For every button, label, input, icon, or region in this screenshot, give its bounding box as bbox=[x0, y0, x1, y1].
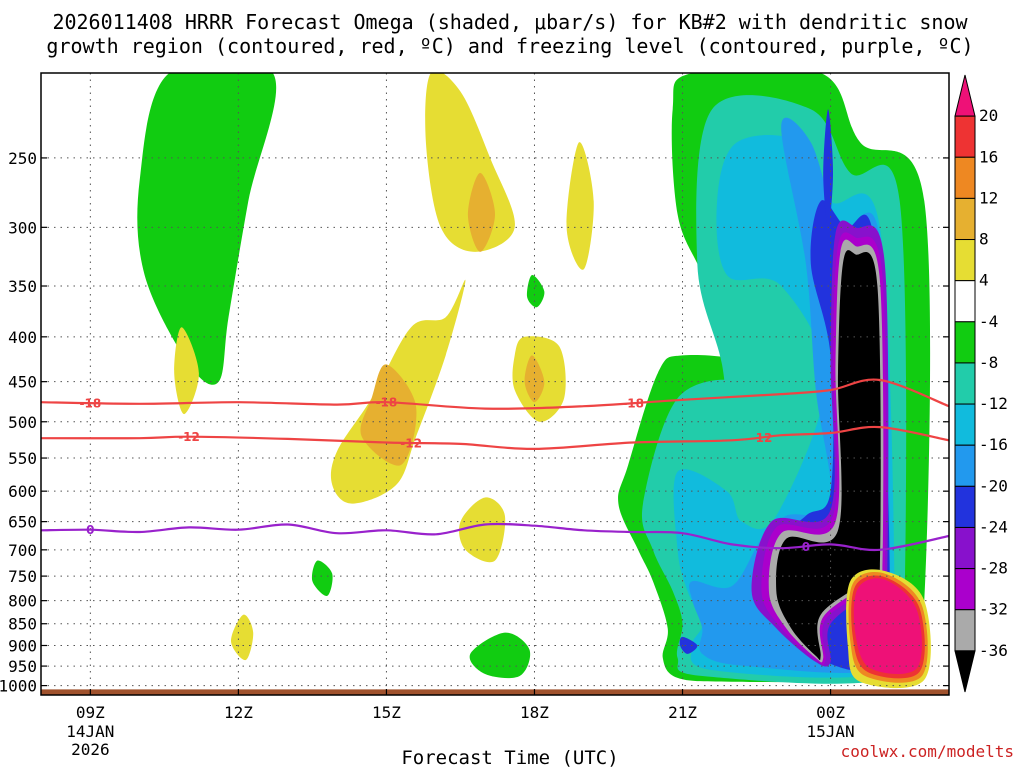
y-tick-label: 650 bbox=[8, 513, 37, 532]
contour-label: -18 bbox=[376, 396, 398, 410]
colorbar: 20 16 12 8 4 -4 -8 -12 -16 -20 -24 -28 -32 -36 bbox=[954, 74, 1008, 693]
colorbar-bin bbox=[954, 362, 976, 405]
y-axis: 250 300 350 400 450 500 550 600 650 700 750 800 850 9… bbox=[0, 149, 949, 696]
colorbar-bin bbox=[954, 280, 976, 323]
y-tick-label: 900 bbox=[8, 636, 37, 655]
y-tick-label: 450 bbox=[8, 373, 37, 392]
colorbar-label: -36 bbox=[979, 641, 1008, 660]
x-tick-year: 2026 bbox=[71, 740, 110, 759]
x-tick-date: 15JAN bbox=[806, 722, 854, 741]
colorbar-bin bbox=[954, 74, 976, 117]
contour-label: -12 bbox=[751, 431, 773, 445]
y-tick-label: 600 bbox=[8, 482, 37, 501]
y-tick-label: 250 bbox=[8, 149, 37, 168]
x-tick-label: 09Z bbox=[76, 703, 105, 722]
colorbar-label: -12 bbox=[979, 394, 1008, 413]
colorbar-bin bbox=[954, 485, 976, 528]
contour-line-2 bbox=[41, 425, 949, 451]
omega-region-black-right bbox=[776, 250, 881, 661]
contour-label: -12 bbox=[400, 436, 422, 450]
colorbar-label: -24 bbox=[979, 517, 1008, 536]
colorbar-bin bbox=[954, 650, 976, 693]
colorbar-label: -28 bbox=[979, 559, 1008, 578]
colorbar-label: 16 bbox=[979, 147, 998, 166]
omega-region-darkblue-small-lower bbox=[679, 636, 698, 654]
omega-region-green-small-lower bbox=[311, 560, 333, 596]
x-axis-title: Forecast Time (UTC) bbox=[401, 747, 618, 768]
credit-link[interactable]: coolwx.com/modelts bbox=[841, 742, 1014, 761]
x-tick-label: 18Z bbox=[520, 703, 549, 722]
terrain-band bbox=[41, 689, 949, 695]
colorbar-label: -4 bbox=[979, 312, 998, 331]
colorbar-bin bbox=[954, 609, 976, 652]
omega-region-yellow-left-small bbox=[174, 327, 199, 415]
y-tick-label: 300 bbox=[8, 218, 37, 237]
omega-region-yellow-lower-center bbox=[459, 497, 506, 563]
colorbar-label: -16 bbox=[979, 435, 1008, 454]
x-tick-label: 21Z bbox=[668, 703, 697, 722]
colorbar-bin bbox=[954, 321, 976, 364]
colorbar-bin bbox=[954, 444, 976, 487]
y-tick-label: 750 bbox=[8, 567, 37, 586]
chart-title-line2: growth region (contoured, red, ºC) and f… bbox=[46, 34, 973, 58]
y-tick-label: 550 bbox=[8, 449, 37, 468]
x-tick-label: 00Z bbox=[816, 703, 845, 722]
colorbar-bin bbox=[954, 115, 976, 158]
omega-region-orange-upper-center bbox=[467, 172, 495, 252]
omega-region-pink-lower-right bbox=[853, 578, 922, 674]
y-tick-label: 850 bbox=[8, 615, 37, 634]
x-tick-label: 15Z bbox=[372, 703, 401, 722]
contour-line-3 bbox=[41, 522, 949, 552]
colorbar-label: 12 bbox=[979, 188, 998, 207]
contour-label: -12 bbox=[178, 430, 200, 444]
chart-title-line1: 2026011408 HRRR Forecast Omega (shaded, … bbox=[52, 10, 968, 34]
colorbar-bin bbox=[954, 526, 976, 570]
omega-region-orange-mid-band bbox=[360, 364, 417, 466]
omega-region-green-lower-mid bbox=[469, 632, 531, 679]
x-tick-label: 12Z bbox=[224, 703, 253, 722]
colorbar-bin bbox=[954, 197, 976, 241]
colorbar-label: -8 bbox=[979, 353, 998, 372]
omega-region-yellow-lower-left bbox=[230, 614, 254, 661]
contour-label: -18 bbox=[80, 397, 102, 411]
y-tick-label: 350 bbox=[8, 277, 37, 296]
colorbar-label: -32 bbox=[979, 600, 1008, 619]
colorbar-bin bbox=[954, 156, 976, 199]
y-tick-label: 700 bbox=[8, 541, 37, 560]
plot-frame bbox=[40, 72, 950, 696]
plot-area: -18 -18 -18 -12 -12 -12 0 0 bbox=[41, 73, 949, 695]
colorbar-label: 8 bbox=[979, 230, 989, 249]
y-tick-label: 800 bbox=[8, 592, 37, 611]
contour-label: 0 bbox=[802, 540, 810, 554]
contour-line-1 bbox=[41, 378, 949, 410]
x-tick-date: 14JAN bbox=[66, 722, 114, 741]
y-tick-label: 500 bbox=[8, 413, 37, 432]
contour-layer: -18 -18 -18 -12 -12 -12 0 0 bbox=[41, 378, 949, 554]
omega-region-green-upper-left bbox=[137, 73, 277, 385]
colorbar-label: 20 bbox=[979, 106, 998, 125]
omega-shading-layer bbox=[137, 73, 931, 689]
y-tick-label: 950 bbox=[8, 657, 37, 676]
colorbar-bin bbox=[954, 568, 976, 611]
colorbar-bin bbox=[954, 403, 976, 446]
y-tick-label: 400 bbox=[8, 328, 37, 347]
omega-region-green-blob-small bbox=[526, 274, 545, 308]
colorbar-label: 4 bbox=[979, 271, 989, 290]
colorbar-label: -20 bbox=[979, 476, 1008, 495]
contour-label: 0 bbox=[86, 523, 94, 537]
y-tick-label: 1000 bbox=[0, 677, 37, 696]
contour-label: -18 bbox=[622, 397, 644, 411]
colorbar-bin bbox=[954, 239, 976, 282]
omega-region-yellow-right-upper bbox=[566, 142, 594, 270]
